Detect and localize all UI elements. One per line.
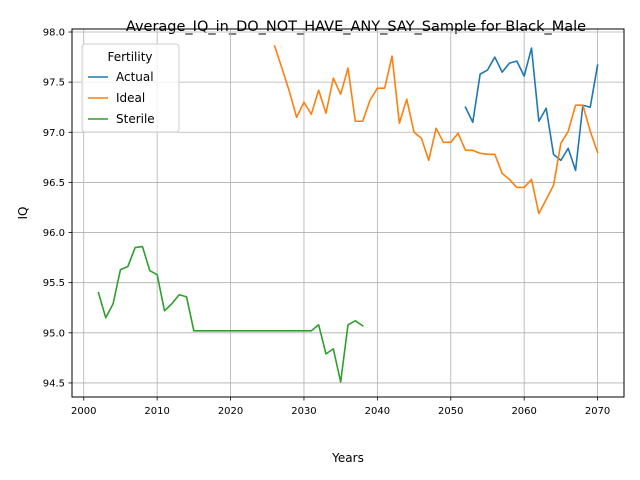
legend-title: Fertility (107, 50, 152, 64)
y-tick-label: 98.0 (43, 28, 65, 39)
series-line-ideal (273, 45, 599, 215)
x-tick-label: 2020 (218, 406, 243, 417)
legend-label-sterile: Sterile (116, 112, 155, 126)
x-axis-label: Years (331, 451, 364, 465)
x-tick-label: 2030 (291, 406, 316, 417)
x-tick-label: 2010 (144, 406, 169, 417)
y-tick-label: 97.5 (43, 78, 65, 89)
series-line-sterile (97, 245, 364, 383)
x-tick-label: 2060 (511, 406, 536, 417)
legend-label-ideal: Ideal (116, 91, 145, 105)
x-tick-label: 2040 (365, 406, 390, 417)
y-tick-label: 95.5 (43, 278, 65, 289)
series-line-actual (464, 47, 599, 172)
legend-box (81, 43, 180, 133)
x-tick-label: 2070 (585, 406, 610, 417)
axes-frame (71, 28, 625, 398)
series-lines (97, 45, 599, 383)
y-tick-label: 97.0 (43, 128, 65, 139)
legend-items: Actual Ideal Sterile (88, 70, 155, 126)
x-tick-label: 2000 (71, 406, 96, 417)
chart-title: Average_IQ_in_DO_NOT_HAVE_ANY_SAY_Sample… (126, 19, 586, 35)
legend: Fertility Actual Ideal Sterile (81, 43, 180, 133)
legend-label-actual: Actual (116, 70, 154, 84)
y-tick-label: 96.0 (43, 228, 65, 239)
axis-ticks: 2000 2010 2020 2030 2040 2050 2060 2070 94.5 95.0… (43, 28, 611, 417)
y-tick-label: 94.5 (43, 378, 65, 389)
y-axis-label: IQ (16, 207, 30, 220)
y-tick-label: 96.5 (43, 178, 65, 189)
x-tick-label: 2050 (438, 406, 463, 417)
y-tick-label: 95.0 (43, 328, 65, 339)
grid (72, 29, 624, 397)
